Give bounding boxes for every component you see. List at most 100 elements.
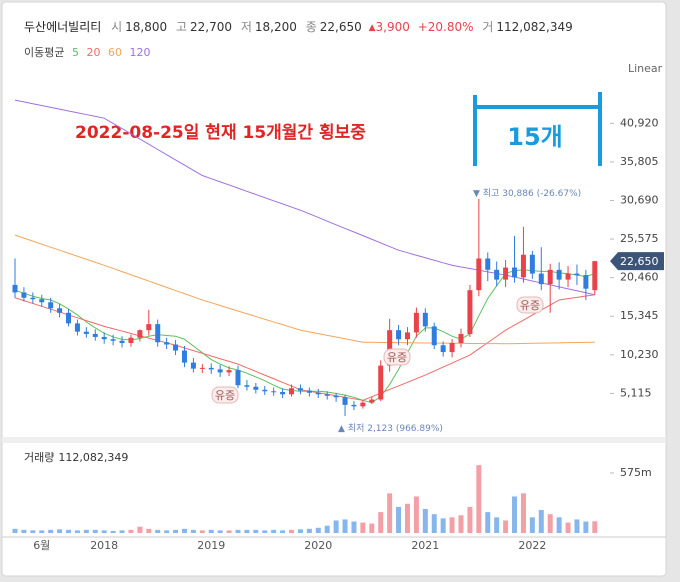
y-tick-label: 20,460	[620, 271, 659, 284]
y-tick-label: 40,920	[620, 116, 659, 129]
candle-body	[476, 258, 482, 291]
volume-bar	[449, 517, 455, 533]
volume-bar	[324, 525, 330, 533]
volume-bar	[396, 506, 402, 533]
tag-box	[383, 348, 411, 366]
volume-bar	[39, 530, 45, 533]
volume-bar	[520, 493, 526, 533]
high-value: 22,700	[190, 20, 232, 34]
candle-body	[413, 312, 419, 333]
legend-entry: 60	[108, 46, 122, 59]
y-tick-label: 10,230	[620, 348, 659, 361]
x-tick-label: 2020	[304, 539, 332, 552]
volume-bar	[556, 517, 562, 533]
volume-bar	[262, 530, 268, 533]
candle-body	[342, 397, 348, 405]
price-tag	[610, 252, 664, 271]
candle-body	[547, 269, 553, 285]
volume-bar	[83, 529, 89, 533]
candle-body	[235, 370, 241, 386]
candle-body	[306, 390, 312, 393]
volume-bar	[431, 514, 437, 533]
candle-body	[101, 336, 107, 340]
volume-bar	[315, 527, 321, 533]
volume-bar	[485, 512, 491, 533]
low-value: 18,200	[255, 20, 297, 34]
tag-label: 유증	[215, 389, 235, 402]
legend-entry: 20	[86, 46, 100, 59]
volume-bar	[164, 530, 170, 533]
volume-bar	[226, 530, 232, 533]
volume-bar	[574, 519, 580, 533]
volume-bar	[387, 493, 393, 533]
candle-body	[199, 367, 205, 369]
volume-bar	[413, 496, 419, 533]
candle-body	[48, 302, 54, 309]
ma-line	[14, 294, 595, 401]
candle-body	[387, 330, 393, 366]
volume-bar	[333, 520, 339, 533]
candle-body	[324, 394, 330, 396]
high-annotation: ▼ 최고 30,886 (-26.67%)	[473, 188, 581, 199]
annotation-title: 2022-08-25일 현재 15개월간 횡보중	[75, 123, 366, 143]
volume-bar	[57, 529, 63, 533]
candle-body	[92, 333, 98, 337]
volume-bar	[66, 529, 72, 533]
volume-bar	[440, 518, 446, 533]
up-arrow: ▲	[369, 23, 376, 33]
candle-body	[422, 312, 428, 327]
volume-bar	[592, 521, 598, 533]
candle-body	[244, 385, 250, 387]
candle-body	[565, 273, 571, 280]
candle-body	[226, 370, 232, 373]
candle-body	[164, 342, 170, 345]
volume-bar	[547, 514, 553, 533]
header: 두산에너빌리티 시 18,800 고 22,700 저 18,200 종 22,650 …	[24, 20, 573, 34]
x-tick-label: 2021	[411, 539, 439, 552]
candle-body	[512, 267, 518, 278]
candle-body	[378, 365, 384, 400]
y-tick-label: 35,805	[620, 155, 659, 168]
volume-bar	[297, 529, 303, 533]
price-tag-label: 22,650	[620, 255, 659, 268]
candle-body	[119, 340, 125, 343]
volume-bar	[565, 522, 571, 533]
card	[1, 1, 667, 577]
volume-bar	[110, 530, 116, 533]
candle-body	[315, 392, 321, 395]
volume-title: 거래량 112,082,349	[24, 451, 128, 464]
volume-current: 112,082,349	[58, 451, 128, 464]
candle-body	[583, 275, 589, 289]
ma-line	[14, 269, 595, 404]
candle-body	[574, 273, 580, 276]
volume-bar	[119, 530, 125, 533]
volume-title-text: 거래량	[24, 451, 54, 464]
volume-bar	[217, 530, 223, 533]
close-value: 22,650	[320, 20, 362, 34]
candle-body	[128, 337, 134, 343]
y-tick-label: 15,345	[620, 309, 659, 322]
tag-label: 유증	[387, 351, 407, 364]
volume-bar	[137, 526, 143, 533]
volume-bar	[271, 529, 277, 533]
volume-bar	[21, 529, 27, 533]
candle-body	[297, 388, 303, 391]
candle-body	[351, 404, 357, 407]
low-text: 최저 2,123 (966.89%)	[348, 423, 443, 434]
volume-bar	[503, 520, 509, 533]
y-tick-label: 575m	[620, 466, 652, 479]
candle-body	[137, 330, 143, 338]
bracket	[473, 92, 602, 166]
candle-body	[173, 344, 179, 351]
open-label: 시	[111, 20, 122, 34]
ma-line	[14, 234, 595, 345]
candle-body	[431, 326, 437, 346]
candle-body	[592, 261, 598, 291]
volume-label: 거	[482, 20, 493, 34]
volume-bar	[146, 528, 152, 533]
candle-body	[458, 333, 464, 343]
candle-body	[396, 330, 402, 340]
x-tick-label: 2018	[90, 539, 118, 552]
candle-body	[485, 258, 491, 270]
